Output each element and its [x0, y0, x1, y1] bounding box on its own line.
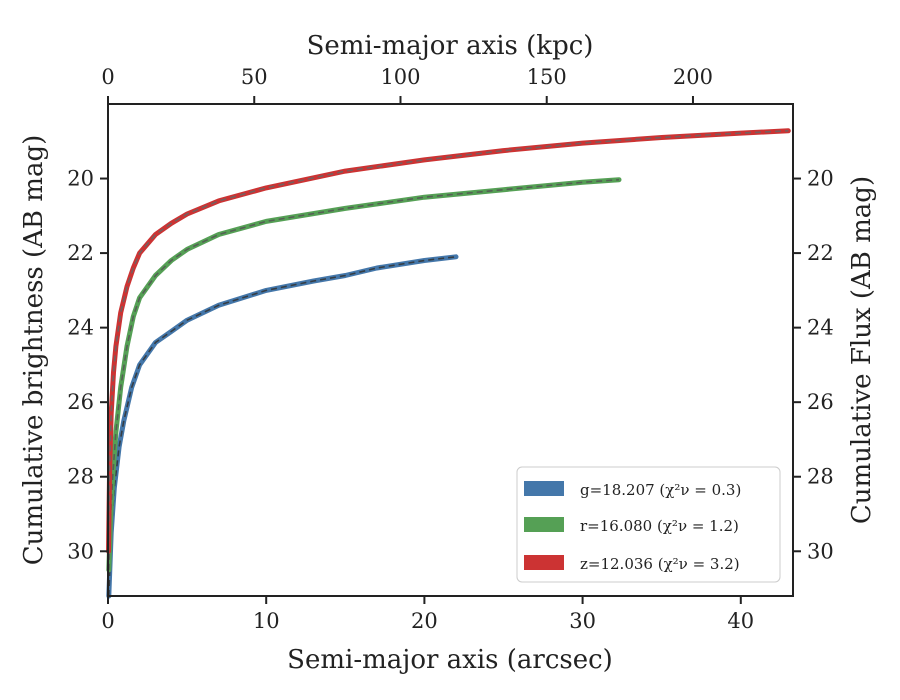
x-tick-label: 30 — [569, 609, 596, 633]
x2-tick-label: 0 — [101, 65, 114, 89]
y2-tick-label: 30 — [807, 539, 834, 563]
y-axis-title: Cumulative brightness (AB mag) — [19, 135, 49, 566]
x-tick-label: 0 — [101, 609, 114, 633]
x2-tick-label: 150 — [527, 65, 567, 89]
series-fit-r — [108, 178, 620, 570]
x2-tick-label: 200 — [673, 65, 713, 89]
legend-box — [516, 466, 781, 583]
x-tick-label: 10 — [253, 609, 280, 633]
legend-label-r: r=16.080 (χ²ν = 1.2) — [580, 517, 739, 535]
y2-tick-label: 22 — [807, 241, 834, 265]
legend: g=18.207 (χ²ν = 0.3) r=16.080 (χ²ν = 1.2… — [516, 466, 781, 583]
axis-ticks: 0 10 20 30 40 0 50 100 150 200 20 22 24 26 28 30 20 22 24 2… — [67, 65, 833, 633]
y-tick-label: 20 — [67, 167, 94, 191]
y-tick-label: 22 — [67, 241, 94, 265]
x-axis-title: Semi-major axis (arcsec) — [287, 645, 613, 675]
x-tick-label: 40 — [727, 609, 754, 633]
y2-tick-label: 26 — [807, 390, 834, 414]
plot-area — [106, 128, 791, 599]
y-tick-label: 26 — [67, 390, 94, 414]
series-fit-z — [107, 130, 789, 552]
y-tick-label: 28 — [67, 465, 94, 489]
y2-tick-label: 24 — [807, 316, 834, 340]
legend-label-g: g=18.207 (χ²ν = 0.3) — [580, 481, 741, 499]
series-line-g — [106, 254, 459, 599]
x2-tick-label: 50 — [241, 65, 268, 89]
legend-label-z: z=12.036 (χ²ν = 3.2) — [580, 555, 740, 573]
y-tick-label: 24 — [67, 316, 94, 340]
y2-tick-label: 28 — [807, 465, 834, 489]
series-fit-g — [108, 256, 457, 597]
y-tick-label: 30 — [67, 539, 94, 563]
legend-swatch-r — [524, 517, 564, 532]
legend-swatch-g — [524, 481, 564, 496]
x2-axis-title: Semi-major axis (kpc) — [307, 31, 594, 61]
x2-tick-label: 100 — [380, 65, 420, 89]
y2-axis-title: Cumulative Flux (AB mag) — [847, 176, 877, 524]
legend-swatch-z — [524, 555, 564, 570]
axes-frame — [107, 103, 794, 597]
x-tick-label: 20 — [411, 609, 438, 633]
y2-tick-label: 20 — [807, 167, 834, 191]
